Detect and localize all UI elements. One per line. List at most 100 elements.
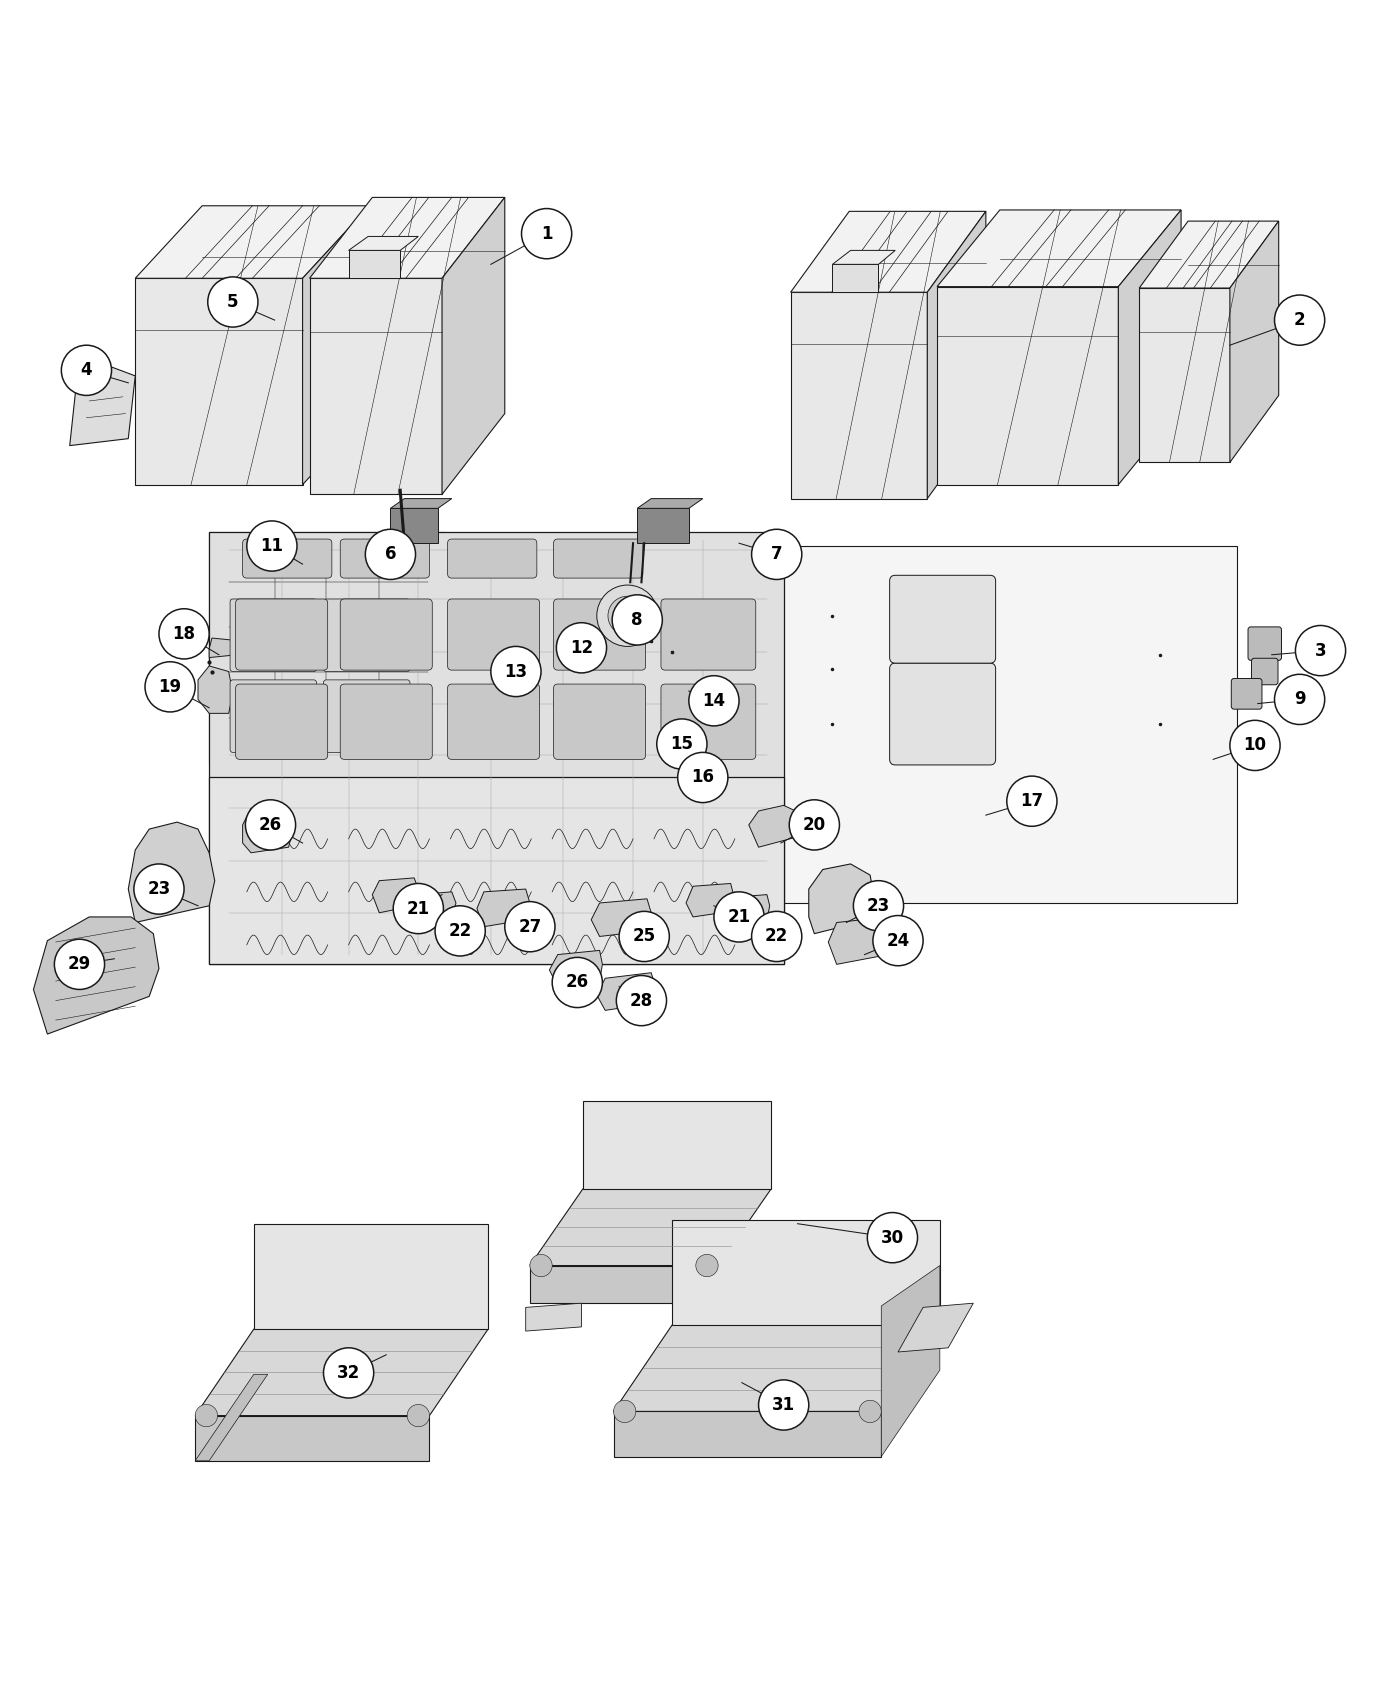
Circle shape [435,906,486,955]
Circle shape [1274,675,1324,724]
Text: 17: 17 [1021,792,1043,811]
Text: 22: 22 [448,921,472,940]
Circle shape [596,585,658,646]
Polygon shape [349,250,400,279]
Circle shape [612,595,662,644]
Circle shape [752,911,802,962]
FancyBboxPatch shape [553,598,645,670]
Polygon shape [372,877,419,913]
Text: 32: 32 [337,1363,360,1382]
FancyBboxPatch shape [235,598,328,670]
Text: 21: 21 [407,899,430,918]
Polygon shape [549,950,602,986]
Circle shape [874,916,923,966]
Circle shape [146,661,195,712]
Circle shape [245,799,295,850]
Polygon shape [881,1265,939,1457]
Text: 7: 7 [771,546,783,563]
FancyBboxPatch shape [340,598,433,670]
Text: 18: 18 [172,626,196,643]
Text: 25: 25 [633,928,655,945]
Polygon shape [637,508,689,544]
Polygon shape [591,899,651,937]
Polygon shape [197,666,232,714]
Circle shape [134,864,183,915]
Polygon shape [725,894,770,927]
Circle shape [1274,296,1324,345]
Polygon shape [136,206,370,279]
Circle shape [714,892,764,942]
Polygon shape [209,532,784,964]
Text: 8: 8 [631,610,643,629]
Circle shape [868,1212,917,1263]
Circle shape [854,881,903,932]
Circle shape [505,901,554,952]
Polygon shape [391,498,452,508]
Polygon shape [833,264,878,292]
FancyBboxPatch shape [1252,658,1278,685]
Text: 13: 13 [504,663,528,680]
Text: 26: 26 [566,974,589,991]
Text: 15: 15 [671,734,693,753]
Circle shape [246,520,297,571]
Polygon shape [253,1224,489,1329]
Text: 23: 23 [867,898,890,915]
Polygon shape [613,1324,939,1411]
FancyBboxPatch shape [235,683,328,760]
Polygon shape [349,236,419,250]
Circle shape [759,1380,809,1430]
Polygon shape [529,1188,771,1265]
Polygon shape [70,355,136,445]
Circle shape [393,884,444,933]
FancyBboxPatch shape [1247,627,1281,660]
Polygon shape [195,1374,267,1460]
Polygon shape [829,916,892,964]
Polygon shape [582,1102,771,1188]
Circle shape [616,976,666,1025]
Text: 24: 24 [886,932,910,950]
Text: 29: 29 [67,955,91,974]
FancyBboxPatch shape [323,680,410,753]
Circle shape [365,529,416,580]
Text: 19: 19 [158,678,182,695]
Polygon shape [309,279,442,495]
Polygon shape [927,211,986,498]
FancyBboxPatch shape [340,539,430,578]
Text: 4: 4 [81,362,92,379]
Polygon shape [1119,209,1182,484]
Polygon shape [302,206,370,484]
Polygon shape [525,1304,581,1331]
Circle shape [678,753,728,802]
Polygon shape [309,197,505,279]
Circle shape [529,1255,552,1277]
FancyBboxPatch shape [889,575,995,663]
Text: 23: 23 [147,881,171,898]
Text: 28: 28 [630,991,652,1010]
Circle shape [55,938,105,989]
Circle shape [752,529,802,580]
Circle shape [491,646,540,697]
Polygon shape [413,892,456,923]
Circle shape [1295,626,1345,675]
Polygon shape [209,638,239,658]
Circle shape [657,719,707,768]
FancyBboxPatch shape [242,539,332,578]
Text: 16: 16 [692,768,714,787]
FancyBboxPatch shape [661,683,756,760]
Polygon shape [442,197,505,495]
Polygon shape [833,250,895,264]
Circle shape [689,675,739,726]
Polygon shape [209,777,784,964]
Circle shape [552,957,602,1008]
Circle shape [195,1404,217,1426]
Polygon shape [1229,221,1278,462]
Circle shape [613,1401,636,1423]
Text: 2: 2 [1294,311,1305,330]
Circle shape [1007,777,1057,826]
Text: 21: 21 [728,908,750,927]
Text: 31: 31 [773,1396,795,1414]
Polygon shape [1140,221,1278,287]
FancyBboxPatch shape [448,598,539,670]
Text: 12: 12 [570,639,594,656]
Circle shape [160,609,209,660]
